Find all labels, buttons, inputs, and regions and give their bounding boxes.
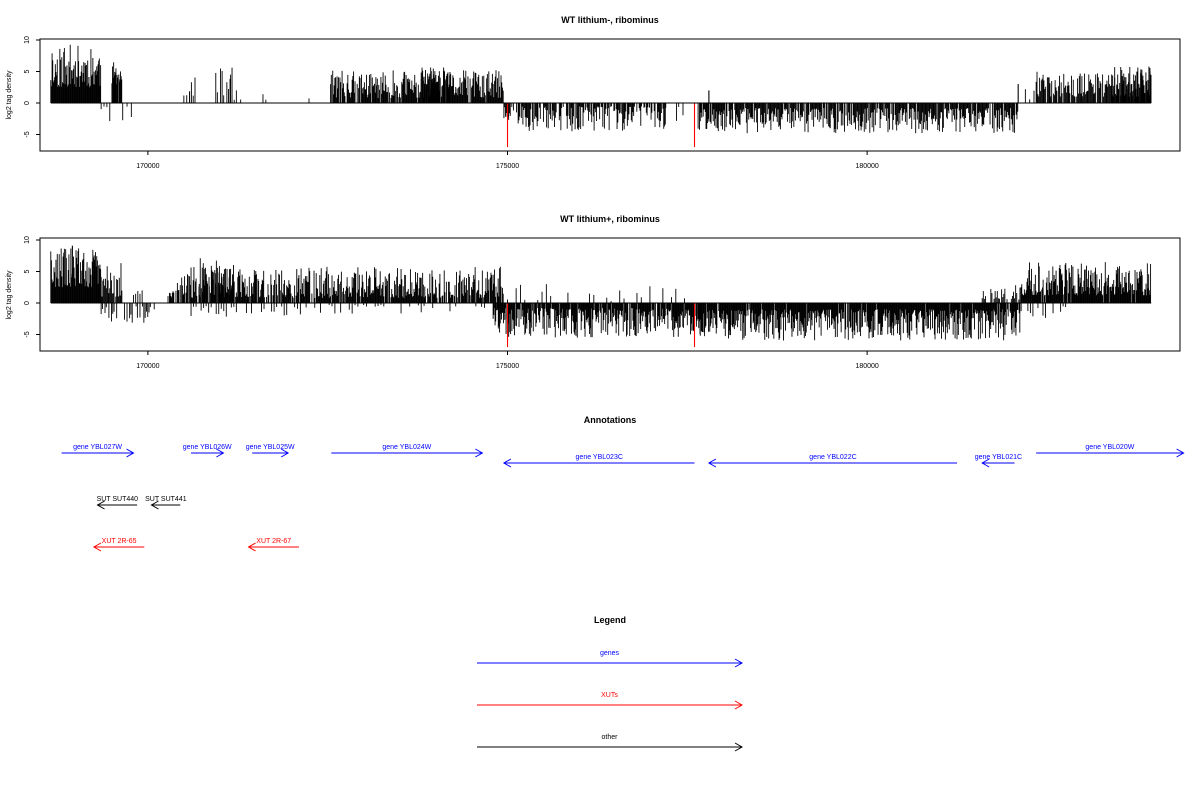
feature-label: gene YBL024W <box>382 444 431 451</box>
feature-xut-2r-67: XUT 2R-67 <box>247 538 299 552</box>
feature-label: gene YBL027W <box>73 444 122 451</box>
feature-arrowhead <box>96 500 105 510</box>
feature-label: gene YBL020W <box>1085 444 1134 451</box>
feature-gene-ybl026w: gene YBL026W <box>183 444 232 458</box>
feature-label: gene YBL022C <box>809 454 856 461</box>
x-tick-label: 175000 <box>496 363 519 370</box>
feature-xut-2r-65: XUT 2R-65 <box>92 538 145 552</box>
legend-item-genes: genes <box>477 650 744 668</box>
feature-gene-ybl027w: gene YBL027W <box>61 444 135 458</box>
legend-label: XUTs <box>601 692 618 699</box>
panel-1-frame <box>39 38 1181 152</box>
feature-arrowhead <box>126 448 135 458</box>
x-tick-label: 170000 <box>136 363 159 370</box>
x-tick-label: 180000 <box>855 163 878 170</box>
legend-arrowhead <box>734 700 744 710</box>
legend-label: genes <box>600 650 620 657</box>
annotations-panel: Annotations gene YBL027W gene YBL026W gene… <box>61 415 1185 552</box>
feature-gene-ybl025w: gene YBL025W <box>246 444 295 458</box>
legend-item-other: other <box>477 734 744 752</box>
y-tick-label: 10 <box>24 36 31 44</box>
annotations-title: Annotations <box>584 415 637 425</box>
feature-gene-ybl024w: gene YBL024W <box>331 444 484 458</box>
panel-1-axes: 170000 175000 180000 -5 0 5 10 <box>24 36 1152 170</box>
feature-arrowhead <box>216 448 225 458</box>
x-tick-label: 180000 <box>855 363 878 370</box>
annotation-features: gene YBL027W gene YBL026W gene YBL025W gene… <box>61 444 1185 552</box>
x-tick-label: 170000 <box>136 163 159 170</box>
feature-arrowhead <box>92 542 102 552</box>
feature-label: XUT 2R-67 <box>256 538 291 545</box>
legend-title: Legend <box>594 615 626 625</box>
feature-gene-ybl020w: gene YBL020W <box>1036 444 1185 458</box>
x-tick-label: 175000 <box>496 163 519 170</box>
feature-arrowhead <box>707 458 717 468</box>
legend-arrowhead <box>734 742 744 752</box>
y-tick-label: 5 <box>24 69 31 73</box>
y-tick-label: 0 <box>24 101 31 105</box>
panel-2-frame <box>39 237 1181 352</box>
panel-2-bars <box>50 248 1152 341</box>
feature-label: XUT 2R-65 <box>102 538 137 545</box>
legend-items: genes XUTs other <box>477 650 744 752</box>
y-tick-label: 0 <box>24 301 31 305</box>
feature-arrowhead <box>502 458 512 468</box>
feature-arrowhead <box>150 500 159 510</box>
track-panel-1: WT lithium-, ribominus 170000 175000 18000… <box>6 15 1181 170</box>
feature-gene-ybl023c: gene YBL023C <box>502 454 695 468</box>
feature-sut-sut441: SUT SUT441 <box>145 496 187 510</box>
track-panel-2: WT lithium+, ribominus 170000 175000 18000… <box>6 214 1181 370</box>
feature-gene-ybl022c: gene YBL022C <box>707 454 958 468</box>
panel-2-axes: 170000 175000 180000 -5 0 5 10 <box>24 236 1152 370</box>
feature-arrowhead <box>981 458 990 468</box>
panel-1-bars <box>50 44 1152 134</box>
feature-label: gene YBL023C <box>576 454 623 461</box>
legend-label: other <box>602 734 619 741</box>
panel-2-ylabel: log2 tag density <box>6 270 13 320</box>
feature-sut-sut440: SUT SUT440 <box>96 496 139 510</box>
feature-arrowhead <box>280 448 290 458</box>
feature-label: gene YBL021C <box>975 454 1022 461</box>
panel-1-spikes <box>506 84 1019 148</box>
y-tick-label: -5 <box>24 331 31 337</box>
feature-arrowhead <box>247 542 256 552</box>
panel-1-ylabel: log2 tag density <box>6 70 13 120</box>
feature-label: SUT SUT440 <box>97 496 139 503</box>
legend-arrowhead <box>734 658 744 668</box>
feature-label: gene YBL026W <box>183 444 232 451</box>
feature-arrowhead <box>1176 448 1185 458</box>
panel-2-spikes <box>71 245 696 348</box>
y-tick-label: -5 <box>24 131 31 137</box>
panel-1-title: WT lithium-, ribominus <box>561 15 659 25</box>
feature-arrowhead <box>475 448 484 458</box>
feature-label: gene YBL025W <box>246 444 295 451</box>
y-tick-label: 5 <box>24 269 31 273</box>
feature-gene-ybl021c: gene YBL021C <box>975 454 1022 468</box>
legend-item-xuts: XUTs <box>477 692 744 710</box>
panel-2-title: WT lithium+, ribominus <box>560 214 660 224</box>
feature-label: SUT SUT441 <box>145 496 187 503</box>
legend-panel: Legend genes XUTs other <box>477 615 744 752</box>
y-tick-label: 10 <box>24 236 31 244</box>
